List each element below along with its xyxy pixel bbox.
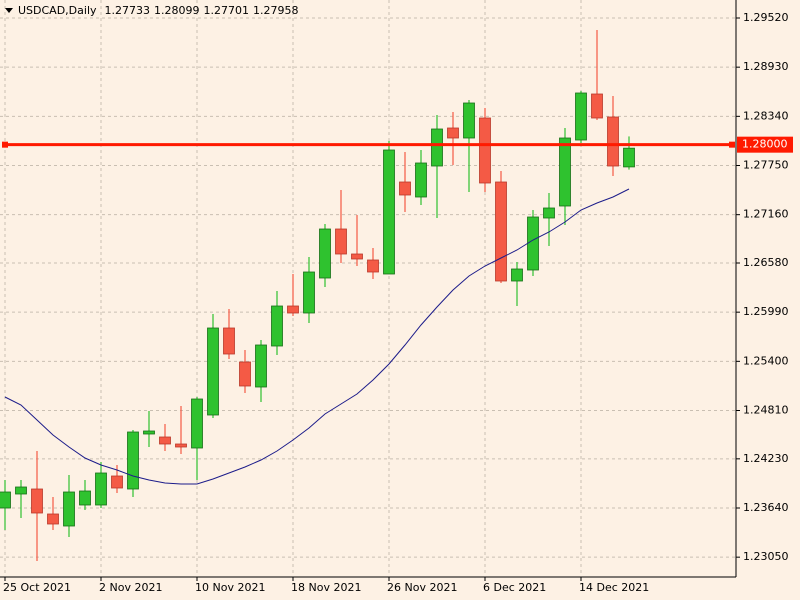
y-tick-label: 1.28340 bbox=[743, 109, 789, 122]
menu-arrow[interactable] bbox=[5, 8, 13, 13]
candle-body bbox=[239, 361, 251, 387]
x-tick-label: 26 Nov 2021 bbox=[387, 581, 457, 594]
x-tick-label: 2 Nov 2021 bbox=[99, 581, 162, 594]
candle-body bbox=[47, 513, 59, 525]
y-tick-label: 1.25990 bbox=[743, 305, 789, 318]
y-tick-label: 1.26580 bbox=[743, 256, 789, 269]
candle-body bbox=[383, 149, 395, 275]
y-tick-label: 1.24810 bbox=[743, 404, 789, 417]
price-label: 1.28000 bbox=[742, 138, 788, 151]
y-tick-label: 1.23640 bbox=[743, 501, 789, 514]
line-handle bbox=[2, 141, 8, 148]
candle-body bbox=[159, 436, 171, 445]
candle-body bbox=[415, 162, 427, 198]
candle-body bbox=[543, 207, 555, 219]
candle-body bbox=[191, 398, 203, 449]
y-tick-label: 1.25400 bbox=[743, 354, 789, 367]
moving-average bbox=[4, 188, 630, 485]
candle-body bbox=[495, 181, 507, 282]
y-tick-label: 1.28930 bbox=[743, 60, 789, 73]
y-tick-label: 1.29520 bbox=[743, 11, 789, 24]
candle-body bbox=[95, 472, 107, 506]
candle-body bbox=[447, 127, 459, 139]
candle-body bbox=[623, 147, 635, 168]
candle-body bbox=[175, 443, 187, 448]
y-tick-label: 1.27160 bbox=[743, 208, 789, 221]
price-label-box bbox=[737, 136, 793, 153]
candle-body bbox=[575, 92, 587, 141]
candle-body bbox=[0, 491, 11, 509]
chart-title: USDCAD,Daily 1.27733 1.28099 1.27701 1.27958 bbox=[18, 4, 299, 17]
candle-body bbox=[463, 102, 475, 139]
y-tick-label: 1.24230 bbox=[743, 452, 789, 465]
candle-body bbox=[335, 228, 347, 255]
candle-body bbox=[479, 117, 491, 184]
candle-body bbox=[63, 491, 75, 527]
x-tick-label: 14 Dec 2021 bbox=[579, 581, 649, 594]
x-tick-label: 25 Oct 2021 bbox=[3, 581, 71, 594]
y-tick-label: 1.23050 bbox=[743, 550, 789, 563]
line-handle bbox=[729, 141, 735, 148]
candle-body bbox=[527, 216, 539, 271]
candle-body bbox=[287, 305, 299, 314]
candle-body bbox=[511, 268, 523, 282]
candle-body bbox=[303, 271, 315, 314]
marks bbox=[0, 30, 735, 561]
candle-body bbox=[351, 253, 363, 260]
candle-body bbox=[15, 486, 27, 495]
candle-body bbox=[367, 259, 379, 273]
candle-body bbox=[431, 128, 443, 167]
candle-body bbox=[143, 430, 155, 435]
candle-body bbox=[207, 327, 219, 416]
candle-body bbox=[127, 431, 139, 490]
x-tick-label: 18 Nov 2021 bbox=[291, 581, 361, 594]
candle-body bbox=[111, 475, 123, 489]
candle-body bbox=[271, 305, 283, 347]
candle-body bbox=[607, 116, 619, 167]
candle-body bbox=[255, 344, 267, 388]
candle-body bbox=[319, 228, 331, 279]
y-tick-label: 1.27750 bbox=[743, 159, 789, 172]
candle-body bbox=[223, 327, 235, 355]
candle-body bbox=[79, 490, 91, 506]
x-tick-label: 6 Dec 2021 bbox=[483, 581, 546, 594]
candle-body bbox=[399, 181, 411, 196]
candle-body bbox=[591, 93, 603, 119]
candle-body bbox=[31, 488, 43, 514]
candle-body bbox=[559, 137, 571, 207]
x-tick-label: 10 Nov 2021 bbox=[195, 581, 265, 594]
